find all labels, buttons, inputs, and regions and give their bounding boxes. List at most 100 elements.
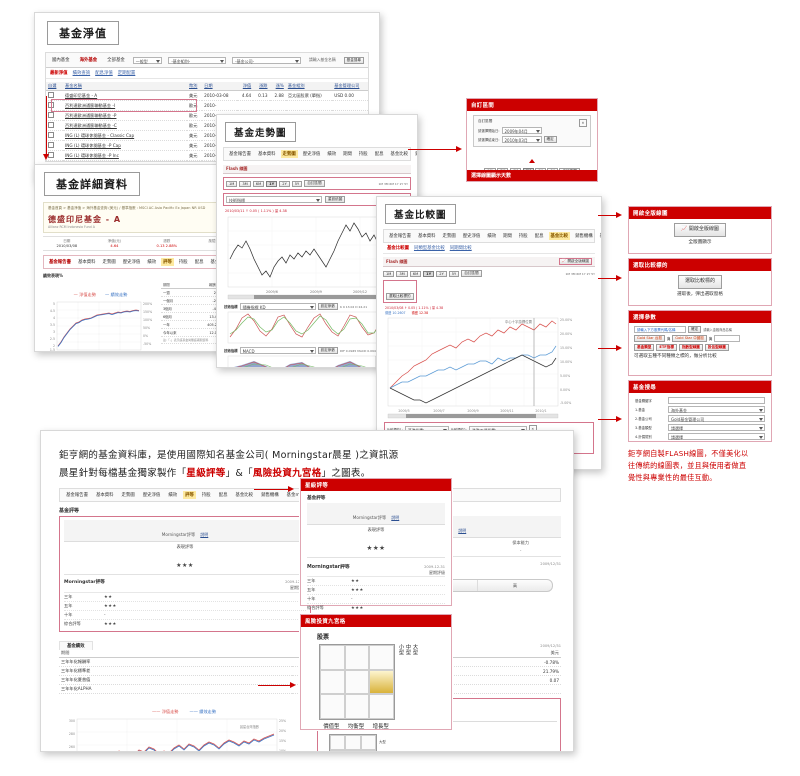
row-fund-name[interactable]: ING (L) 環球休閒基金 -P Cap bbox=[63, 140, 187, 151]
trend-tab-3[interactable]: 歷史淨值 bbox=[302, 152, 321, 157]
trend-indicator-select[interactable]: 技術指標 bbox=[226, 196, 322, 203]
col-chg[interactable]: 漲跌 bbox=[253, 82, 270, 91]
detail-tab-5[interactable]: 評等 bbox=[161, 258, 174, 266]
fund-search-input-0[interactable] bbox=[668, 397, 765, 404]
col-select[interactable]: 自選 bbox=[46, 82, 63, 91]
params-gold-star-cn[interactable]: Gold Star 中國股 bbox=[672, 335, 707, 342]
col-pct[interactable]: 漲% bbox=[269, 82, 286, 91]
nav-tab-2[interactable]: 全部基金 bbox=[107, 58, 125, 63]
fund-search-select-3[interactable]: 請選擇 bbox=[668, 424, 765, 431]
compare-tab-0[interactable]: 基金報告書 bbox=[389, 234, 411, 239]
compare-subtab-1[interactable]: 同類型基金比較 bbox=[413, 246, 445, 251]
compare-tab-10[interactable]: 基金myself bbox=[598, 232, 601, 240]
rating-tab-6[interactable]: 持股 bbox=[201, 493, 211, 499]
rating-tab-2[interactable]: 走勢圖 bbox=[121, 493, 135, 499]
fund-search-select-2[interactable]: Gold基金管理公司 bbox=[668, 415, 765, 422]
row-fund-name[interactable]: 德盛印尼基金 - A bbox=[63, 90, 187, 101]
row-checkbox[interactable] bbox=[46, 120, 63, 131]
trend-tab-2[interactable]: 走勢圖 bbox=[280, 150, 298, 158]
open-chart-button[interactable]: 📈 開啟全版線圖 bbox=[674, 223, 726, 237]
row-checkbox[interactable] bbox=[46, 110, 63, 121]
rating-tab-0[interactable]: 基金報告書 bbox=[66, 493, 88, 499]
rating-tab-10[interactable]: 基金myself bbox=[286, 493, 311, 499]
rating-tab-9[interactable]: 銷售機構 bbox=[261, 493, 279, 499]
params-type-2[interactable]: 指數型線圖 bbox=[678, 344, 703, 351]
risk-scale-high[interactable]: 高 bbox=[512, 583, 518, 589]
trend-range-2y[interactable]: 2Y bbox=[279, 180, 290, 187]
compare-pick-target-button[interactable]: 選取比較標的 bbox=[386, 293, 414, 300]
fund-search-select-1[interactable]: 海外基金 bbox=[668, 406, 765, 413]
rating-tab-5[interactable]: 評等 bbox=[183, 491, 196, 500]
row-checkbox[interactable] bbox=[46, 140, 63, 151]
params-ok-button[interactable]: 確定 bbox=[688, 326, 702, 333]
compare-range-6m[interactable]: 6M bbox=[409, 270, 422, 277]
params-type-3[interactable]: 投信型線圖 bbox=[704, 344, 729, 351]
rating-tab-8[interactable]: 基金比較 bbox=[235, 493, 254, 499]
trend-range-3m[interactable]: 3M bbox=[239, 180, 251, 187]
trend-tab-9[interactable]: 銷售機構 bbox=[413, 150, 417, 158]
trend-range-5y[interactable]: 5Y bbox=[291, 180, 303, 187]
close-icon[interactable]: ✕ bbox=[579, 119, 587, 127]
row-checkbox[interactable] bbox=[46, 90, 63, 101]
trend-sub2-button[interactable]: 設定參數 bbox=[317, 347, 338, 354]
compare-tab-3[interactable]: 歷史淨值 bbox=[462, 234, 481, 239]
custom-range-ok-button[interactable]: 確定 bbox=[543, 136, 557, 143]
row-checkbox[interactable] bbox=[46, 130, 63, 141]
detail-tab-7[interactable]: 配息 bbox=[194, 260, 204, 265]
compare-tab-6[interactable]: 持股 bbox=[518, 234, 528, 239]
nav-subtab-1[interactable]: 績效查詢 bbox=[72, 71, 91, 76]
compare-range-2y[interactable]: 2Y bbox=[436, 270, 447, 277]
col-cur[interactable]: 幣別 bbox=[187, 82, 203, 91]
trend-sub2-select[interactable]: MACD bbox=[239, 347, 316, 354]
detail-tab-2[interactable]: 走勢圖 bbox=[102, 260, 116, 265]
compare-range-5y[interactable]: 5Y bbox=[448, 270, 460, 277]
detail-tab-1[interactable]: 基本資料 bbox=[77, 260, 96, 265]
col-date[interactable]: 日期 bbox=[202, 82, 237, 91]
compare-tab-4[interactable]: 績效 bbox=[487, 234, 497, 239]
rating-tab-3[interactable]: 歷史淨值 bbox=[142, 493, 161, 499]
trend-sub1-button[interactable]: 設定參數 bbox=[317, 303, 338, 310]
table-row[interactable]: 德盛印尼基金 - A 美元 2010-03-08 4.64 0.13 2.88 … bbox=[46, 90, 368, 101]
compare-tab-2[interactable]: 走勢圖 bbox=[442, 234, 456, 239]
params-input[interactable]: 請輸入下方股票代碼/名稱 bbox=[634, 326, 686, 333]
compare-tab-5[interactable]: 期間 bbox=[503, 234, 512, 239]
col-company[interactable]: 基金管理公司 bbox=[332, 82, 368, 91]
ms-help-link[interactable]: 說明 bbox=[200, 532, 209, 538]
nav-select-0[interactable]: 一般型 bbox=[132, 56, 163, 64]
trend-tab-7[interactable]: 配息 bbox=[374, 152, 384, 157]
col-group[interactable]: 基金組別 bbox=[285, 82, 333, 91]
trend-tab-6[interactable]: 持股 bbox=[358, 152, 368, 157]
pick-target-button[interactable]: 選取比較標的 bbox=[677, 275, 722, 289]
custom-range-end-select[interactable]: 2010年03月 bbox=[501, 136, 542, 143]
compare-range-custom[interactable]: 自訂區間 bbox=[461, 270, 482, 277]
compare-range-1y[interactable]: 1Y bbox=[423, 270, 435, 277]
compare-tab-1[interactable]: 基本資料 bbox=[417, 234, 436, 239]
rating-tab-7[interactable]: 配息 bbox=[218, 493, 228, 499]
params-type-0[interactable]: 基金類型 bbox=[634, 344, 655, 351]
rating-tab-4[interactable]: 績效 bbox=[168, 493, 178, 499]
nav-subtab-3[interactable]: 定期配置 bbox=[117, 71, 136, 76]
params-gold-star-tw[interactable]: Gold Star 台股 bbox=[634, 335, 666, 342]
compare-tab-7[interactable]: 配息 bbox=[534, 234, 544, 239]
lipper-help-link[interactable]: 說明 bbox=[458, 528, 467, 534]
compare-open-full-button[interactable]: 📈 開啟全版線圖 bbox=[558, 258, 592, 265]
detail-tab-4[interactable]: 績效 bbox=[147, 260, 157, 265]
compare-tab-8[interactable]: 基金比較 bbox=[548, 232, 571, 240]
trend-reload-button[interactable]: 重設繪圖 bbox=[325, 196, 346, 203]
trend-tab-4[interactable]: 績效 bbox=[327, 152, 337, 157]
compare-range-3m[interactable]: 3M bbox=[396, 270, 408, 277]
trend-range-custom[interactable]: 自訂區間 bbox=[304, 180, 325, 187]
row-fund-name[interactable]: ING (L) 環球休閒基金 -P Inc bbox=[63, 150, 187, 161]
row-fund-name[interactable]: 百利達歐洲通膨聯動基金 -C bbox=[63, 120, 187, 131]
fund-search-select-4[interactable]: 請選擇 bbox=[668, 433, 765, 440]
trend-tab-0[interactable]: 基金報告書 bbox=[229, 152, 251, 157]
row-fund-name[interactable]: 百利達歐洲通膨聯動基金 -P bbox=[63, 110, 187, 121]
nav-search-button[interactable]: 基金搜尋 bbox=[343, 56, 364, 64]
nav-subtab-2[interactable]: 配息淨值 bbox=[95, 71, 113, 76]
nav-tab-1[interactable]: 海外基金 bbox=[79, 58, 98, 63]
detail-tab-3[interactable]: 歷史淨值 bbox=[122, 260, 141, 265]
col-name[interactable]: 基金名稱 bbox=[63, 82, 187, 91]
trend-sub1-select[interactable]: 隨機指標 KD bbox=[239, 303, 316, 310]
rating-tab-1[interactable]: 基本資料 bbox=[95, 493, 114, 499]
nav-subtab-0[interactable]: 最新淨值 bbox=[50, 71, 68, 76]
